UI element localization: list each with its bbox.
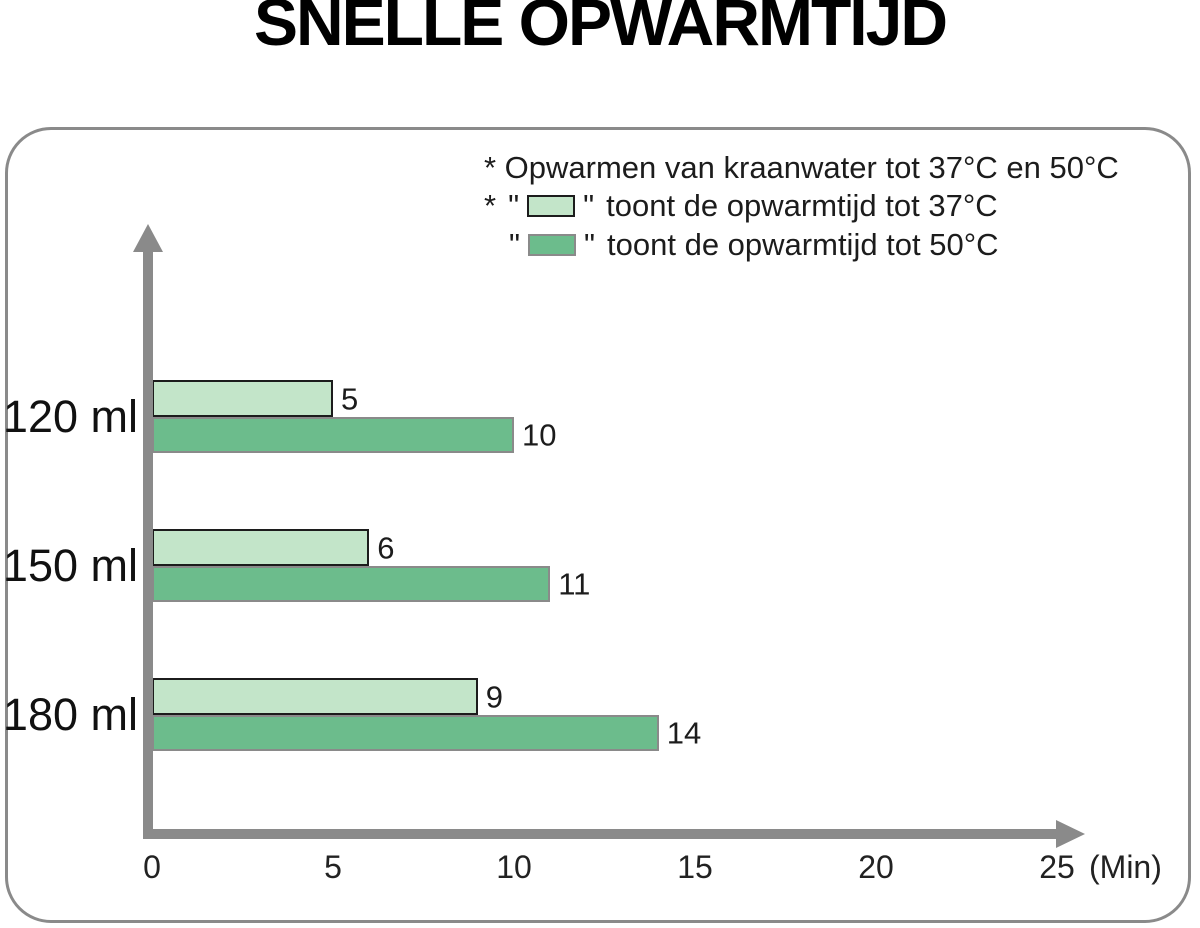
legend-note: * Opwarmen van kraanwater tot 37°C en 50…	[484, 150, 1119, 185]
x-axis-unit-label: (Min)	[1089, 849, 1162, 885]
legend-label-37c: toont de opwarmtijd tot 37°C	[606, 188, 998, 223]
value-label-37c-180ml: 9	[485, 679, 504, 714]
x-tick-label-15: 15	[677, 849, 713, 885]
x-tick-label-5: 5	[324, 849, 342, 885]
bar-50c-180ml	[152, 715, 659, 751]
category-label-150ml: 150 ml	[2, 540, 138, 591]
category-label-180ml: 180 ml	[2, 689, 138, 740]
legend-swatch-37c	[527, 195, 576, 217]
legend-item-37c: * " " toont de opwarmtijd tot 37°C	[484, 188, 998, 224]
chart-title: SNELLE OPWARMTIJD	[253, 0, 948, 59]
x-axis	[143, 829, 1056, 839]
x-tick-label-0: 0	[143, 849, 161, 885]
quote-mark: "	[509, 227, 521, 262]
x-axis-arrow-icon	[1056, 820, 1085, 848]
quote-mark: "	[584, 227, 596, 262]
y-axis	[143, 250, 153, 839]
x-tick-label-25: 25	[1039, 849, 1075, 885]
bar-37c-120ml	[152, 380, 333, 417]
value-label-37c-120ml: 5	[341, 381, 359, 416]
value-label-37c-150ml: 6	[377, 530, 395, 565]
bar-50c-150ml	[152, 566, 550, 602]
value-label-50c-180ml: 14	[666, 715, 702, 751]
category-label-120ml: 120 ml	[2, 391, 138, 442]
quote-mark: "	[508, 188, 520, 223]
bar-50c-120ml	[152, 417, 514, 453]
y-axis-arrow-icon	[133, 224, 163, 252]
legend-item-50c: " " toont de opwarmtijd tot 50°C	[509, 227, 999, 263]
chart-panel	[5, 127, 1191, 923]
quote-mark: "	[583, 188, 595, 223]
legend-label-50c: toont de opwarmtijd tot 50°C	[607, 227, 999, 262]
value-label-50c-150ml: 11	[558, 566, 591, 602]
bar-37c-180ml	[152, 678, 478, 715]
x-tick-label-20: 20	[858, 849, 894, 885]
x-tick-label-10: 10	[496, 849, 532, 885]
value-label-50c-120ml: 10	[522, 417, 557, 453]
legend-swatch-50c	[528, 234, 577, 256]
legend-bullet: *	[484, 188, 497, 223]
bar-37c-150ml	[152, 529, 369, 566]
